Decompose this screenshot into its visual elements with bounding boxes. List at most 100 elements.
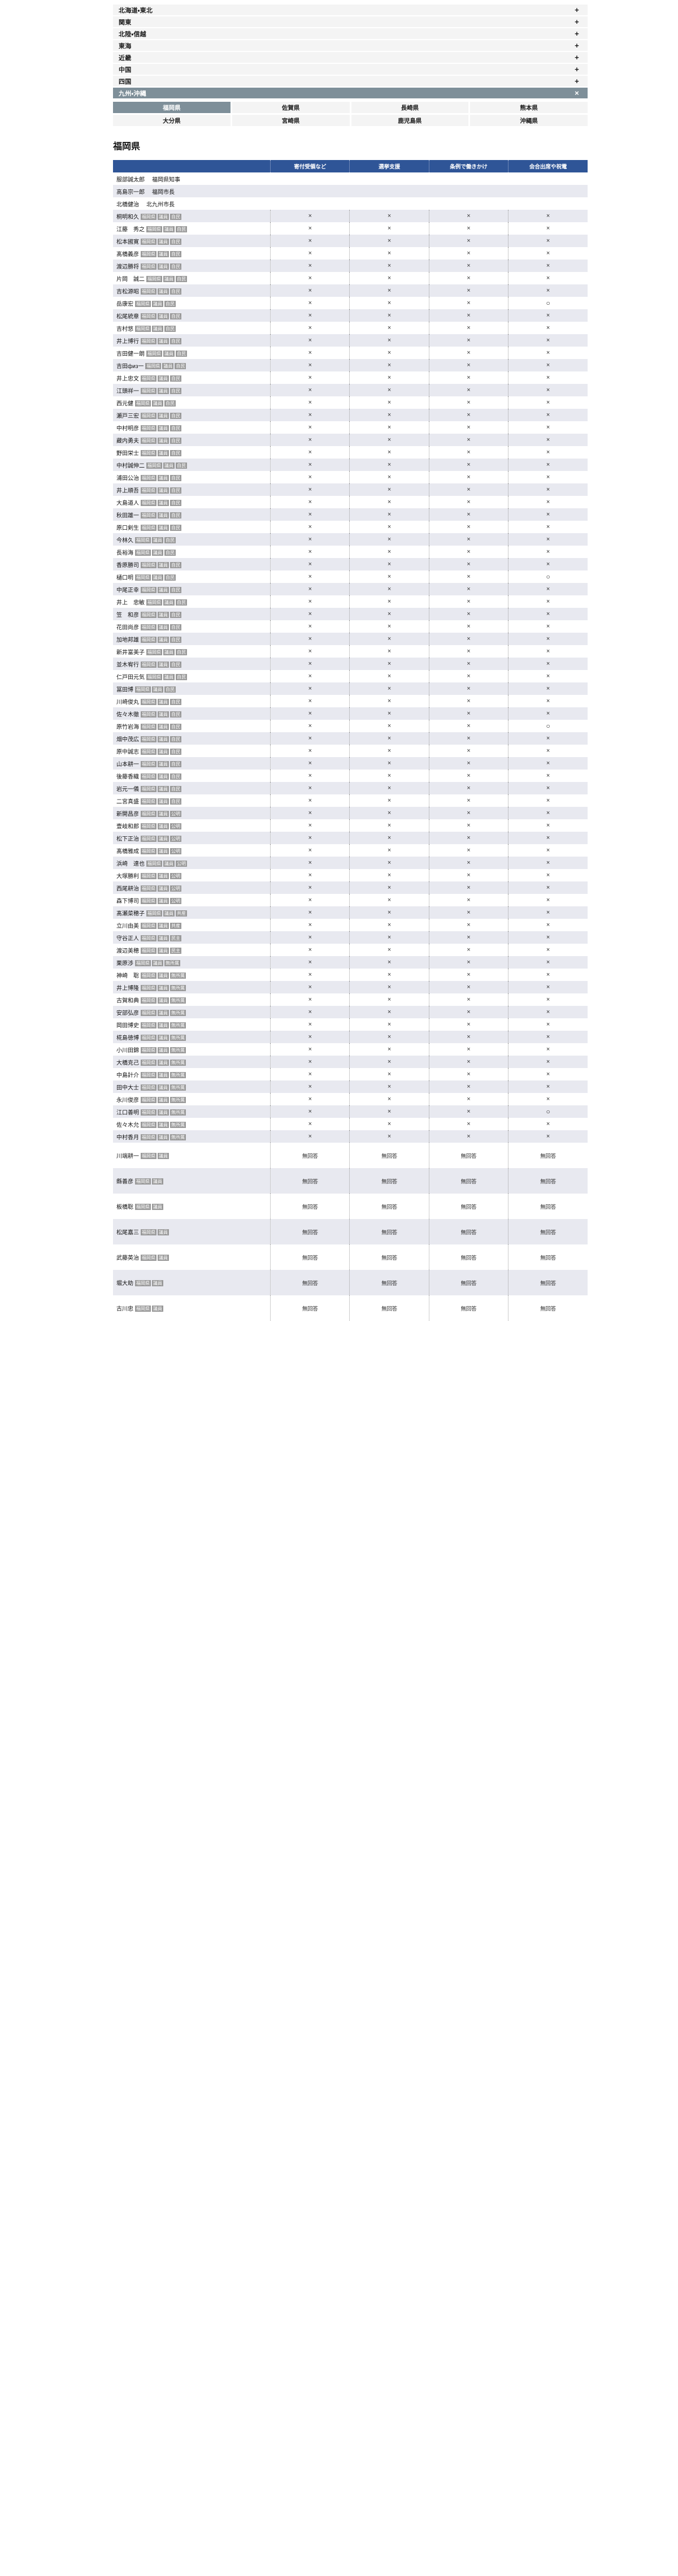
person-tag: 公明 bbox=[170, 872, 181, 879]
table-row: 原竹岩海 福岡県 議員 自民 × × × ○ bbox=[113, 720, 588, 732]
prefecture-button[interactable]: 佐賀県 bbox=[232, 102, 350, 113]
person-tag: 議員 bbox=[152, 300, 163, 307]
plus-icon[interactable]: + bbox=[575, 18, 579, 26]
person-tag: 自民 bbox=[176, 649, 187, 655]
answer-cell: × bbox=[508, 421, 588, 434]
person-name: 浜崎 達也 bbox=[116, 861, 145, 867]
answer-cell bbox=[429, 185, 508, 197]
answer-cell: × bbox=[508, 210, 588, 222]
cross-mark-icon: × bbox=[467, 996, 471, 1003]
cross-mark-icon: × bbox=[308, 598, 312, 605]
cross-mark-icon: × bbox=[467, 946, 471, 953]
plus-icon[interactable]: + bbox=[575, 53, 579, 62]
region-row[interactable]: 中国 + bbox=[113, 64, 588, 76]
person-tag: 議員 bbox=[158, 213, 169, 220]
cross-mark-icon: × bbox=[387, 1034, 392, 1040]
person-tag: 議員 bbox=[163, 649, 175, 655]
cross-mark-icon: × bbox=[308, 524, 312, 530]
person-tag: 議員 bbox=[158, 848, 169, 854]
cross-mark-icon: × bbox=[546, 673, 550, 680]
no-answer-label: 無回答 bbox=[460, 1306, 477, 1312]
region-row[interactable]: 北陸・信越 + bbox=[113, 28, 588, 40]
person-cell: 桐明和久 福岡県 議員 自民 bbox=[113, 210, 271, 222]
cross-mark-icon: × bbox=[467, 847, 471, 854]
cross-mark-icon: × bbox=[308, 1046, 312, 1053]
answer-cell: × bbox=[429, 832, 509, 844]
plus-icon[interactable]: + bbox=[575, 6, 579, 14]
cross-mark-icon: × bbox=[308, 909, 312, 916]
answer-cell: × bbox=[349, 844, 429, 857]
region-row[interactable]: 近畿 + bbox=[113, 52, 588, 64]
person-tag: 議員 bbox=[158, 263, 169, 270]
answer-cell: × bbox=[270, 260, 350, 272]
region-row[interactable]: 四国 + bbox=[113, 76, 588, 88]
person-tag: 議員 bbox=[158, 524, 169, 531]
region-row[interactable]: 九州・沖縄 × bbox=[113, 88, 588, 100]
answer-cell: × bbox=[508, 1130, 588, 1143]
cross-mark-icon: × bbox=[308, 611, 312, 617]
answer-cell: × bbox=[508, 434, 588, 446]
prefecture-button[interactable]: 大分県 bbox=[113, 115, 231, 126]
prefecture-button[interactable]: 熊本県 bbox=[470, 102, 588, 113]
person-tag: 福岡県 bbox=[141, 375, 157, 382]
cross-mark-icon: × bbox=[467, 312, 471, 319]
table-row: 松尾統章 福岡県 議員 自民 × × × × bbox=[113, 309, 588, 322]
cross-mark-icon: × bbox=[308, 847, 312, 854]
person-tag: 福岡県 bbox=[145, 362, 162, 369]
person-name: 渡辺美穂 bbox=[116, 948, 139, 954]
person-tag: 議員 bbox=[152, 686, 163, 693]
answer-cell: × bbox=[508, 894, 588, 906]
cross-mark-icon: × bbox=[308, 349, 312, 356]
answer-cell: × bbox=[270, 608, 350, 620]
person-name: 桐明和久 bbox=[116, 214, 139, 221]
prefecture-button[interactable]: 沖縄県 bbox=[470, 115, 588, 126]
prefecture-button[interactable]: 鹿児島県 bbox=[351, 115, 469, 126]
person-cell: 片岡 誠二 福岡県 議員 自民 bbox=[113, 272, 271, 284]
answer-cell: × bbox=[349, 496, 429, 508]
person-tag: 福岡県 bbox=[146, 462, 162, 469]
plus-icon[interactable]: + bbox=[575, 77, 579, 85]
person-cell: 佐々木允 福岡県 議員 無所属 bbox=[113, 1118, 271, 1130]
person-cell: 江口善明 福岡県 議員 無所属 bbox=[113, 1105, 271, 1118]
prefecture-button[interactable]: 長崎県 bbox=[351, 102, 469, 113]
column-header: 選挙支援 bbox=[349, 160, 429, 172]
person-tag: 議員 bbox=[158, 885, 169, 892]
cross-mark-icon: × bbox=[467, 1058, 471, 1065]
answer-cell: × bbox=[349, 533, 429, 546]
cross-mark-icon: × bbox=[387, 922, 392, 928]
person-tag: 議員 bbox=[158, 1084, 169, 1091]
person-tag: 福岡県 bbox=[141, 1071, 157, 1078]
answer-cell bbox=[271, 197, 350, 210]
answer-cell: × bbox=[508, 969, 588, 981]
person-tag: 議員 bbox=[158, 748, 169, 755]
plus-icon[interactable]: + bbox=[575, 41, 579, 50]
cross-mark-icon: × bbox=[546, 225, 550, 232]
plus-icon[interactable]: + bbox=[575, 29, 579, 38]
person-tag: 自民 bbox=[170, 288, 181, 295]
cross-mark-icon: × bbox=[546, 785, 550, 792]
person-tag: 福岡県 bbox=[146, 226, 162, 232]
answer-cell: × bbox=[270, 620, 350, 633]
answer-cell: × bbox=[349, 670, 429, 682]
prefecture-button[interactable]: 福岡県 bbox=[113, 102, 231, 113]
person-tag: 議員 bbox=[158, 1121, 169, 1128]
plus-icon[interactable]: + bbox=[575, 65, 579, 74]
person-tag: 自民 bbox=[170, 586, 181, 593]
table-row: 中村香月 福岡県 議員 無所属 × × × × bbox=[113, 1130, 588, 1143]
person-tag: 自民 bbox=[170, 449, 181, 456]
person-tag: 議員 bbox=[158, 1047, 169, 1053]
person-tag: 福岡県 bbox=[141, 412, 157, 419]
close-icon[interactable]: × bbox=[575, 89, 579, 97]
region-row[interactable]: 関東 + bbox=[113, 16, 588, 28]
region-row[interactable]: 東海 + bbox=[113, 40, 588, 52]
person-cell: 岩元一儀 福岡県 議員 自民 bbox=[113, 782, 271, 794]
cross-mark-icon: × bbox=[467, 436, 471, 443]
answer-cell: × bbox=[270, 857, 350, 869]
cross-mark-icon: × bbox=[467, 1133, 471, 1140]
person-name: 岡田博史 bbox=[116, 1022, 139, 1029]
person-tag: 福岡県 bbox=[141, 487, 157, 494]
prefecture-button[interactable]: 宮崎県 bbox=[232, 115, 350, 126]
table-row: 永川俊彦 福岡県 議員 無所属 × × × × bbox=[113, 1093, 588, 1105]
region-row[interactable]: 北海道・東北 + bbox=[113, 5, 588, 16]
cross-mark-icon: × bbox=[387, 897, 392, 904]
